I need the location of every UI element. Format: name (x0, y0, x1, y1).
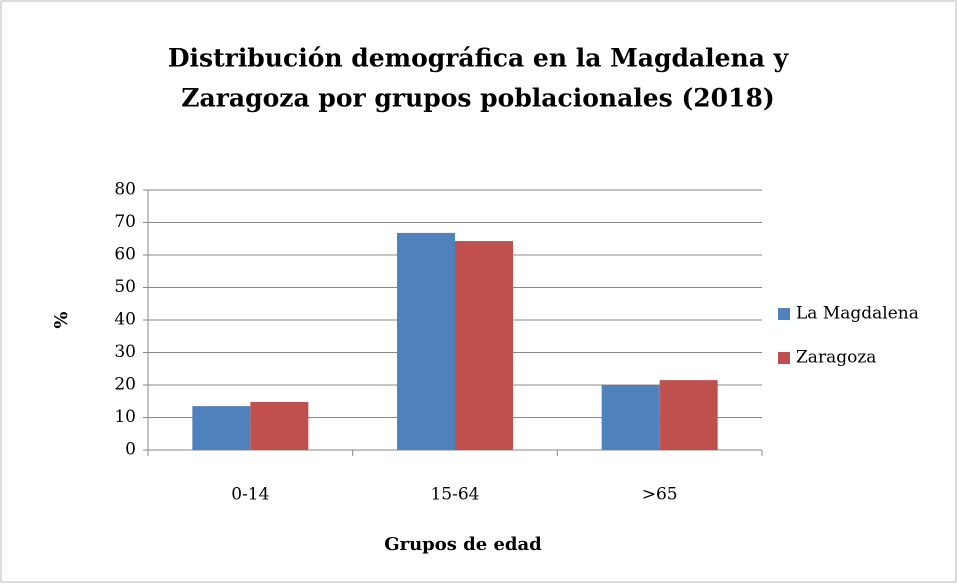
chart-title: Zaragoza por grupos poblacionales (2018) (181, 84, 774, 113)
y-tick-label: 40 (114, 310, 136, 330)
x-tick-label: >65 (642, 485, 678, 505)
bar (659, 380, 718, 450)
bar (397, 232, 455, 450)
y-tick-label: 50 (114, 277, 136, 297)
y-tick-label: 30 (114, 342, 136, 362)
legend-swatch (778, 352, 790, 364)
y-tick-label: 60 (114, 245, 136, 265)
y-tick-label: 0 (125, 440, 136, 460)
legend-label: Zaragoza (796, 348, 876, 368)
y-tick-label: 70 (114, 212, 136, 232)
y-tick-label: 20 (114, 375, 136, 395)
legend-label: La Magdalena (796, 304, 919, 324)
x-tick-label: 0-14 (231, 485, 269, 505)
chart-title: Distribución demográfica en la Magdalena… (168, 44, 790, 73)
bar (192, 406, 251, 450)
y-axis-title: % (51, 311, 72, 328)
x-axis-title: Grupos de edad (384, 534, 542, 555)
y-tick-label: 80 (114, 180, 136, 200)
bar (601, 385, 660, 450)
x-tick-label: 15-64 (430, 485, 479, 505)
bar (455, 241, 513, 450)
bar (250, 401, 309, 450)
legend-swatch (778, 308, 790, 320)
y-tick-label: 10 (114, 407, 136, 427)
